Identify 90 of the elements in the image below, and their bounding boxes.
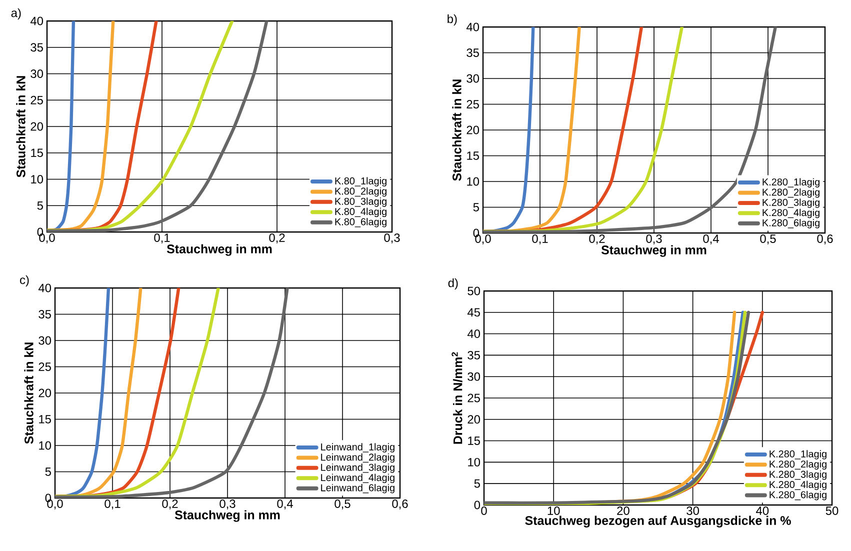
y-tick-label: 30 xyxy=(468,372,480,381)
y-tick-label: 20 xyxy=(38,388,52,398)
y-axis-title: Stauchkraft in kN xyxy=(452,80,462,181)
legend-label: K.280_1lagig xyxy=(770,450,826,460)
y-tick-label: 10 xyxy=(31,175,44,184)
x-tick-label: 0,6 xyxy=(817,234,833,244)
legend-label: K.80_4lagig xyxy=(335,208,386,218)
x-tick-label: 0,1 xyxy=(104,500,120,510)
y-axis-title: Druck in N/mm$^{2}$ xyxy=(452,352,462,444)
x-tick-label: 0,2 xyxy=(589,234,605,244)
x-tick-label: 30 xyxy=(686,506,699,515)
x-tick-label: 20 xyxy=(617,506,630,515)
line-series xyxy=(55,288,289,498)
legend-label: K.80_1lagig xyxy=(335,177,386,186)
x-tick-label: 0,2 xyxy=(269,234,285,244)
x-tick-label: 40 xyxy=(756,506,769,515)
y-tick-label: 15 xyxy=(467,152,479,160)
y-tick-label: 25 xyxy=(30,96,43,104)
y-tick-label: 25 xyxy=(468,394,480,402)
y-tick-label: 25 xyxy=(466,100,479,108)
x-tick-label: 0,3 xyxy=(220,500,236,510)
x-tick-label: 0,6 xyxy=(392,500,408,510)
y-tick-label: 10 xyxy=(468,458,480,466)
x-axis-title: Stauchweg bezogen auf Ausgangsdicke in % xyxy=(525,516,791,528)
line-series xyxy=(47,20,268,232)
y-tick-label: 35 xyxy=(30,43,43,52)
x-axis-title: Stauchweg in mm xyxy=(166,244,272,256)
y-tick-label: 10 xyxy=(467,177,480,186)
y-tick-label: 20 xyxy=(30,122,44,131)
y-tick-label: 30 xyxy=(466,74,480,83)
x-tick-label: 0 xyxy=(481,506,487,515)
legend-label: K.280_6lagig xyxy=(770,490,826,500)
x-tick-label: 0,1 xyxy=(154,234,170,244)
y-tick-label: 40 xyxy=(30,16,44,26)
y-tick-label: 15 xyxy=(31,148,43,158)
y-tick-label: 45 xyxy=(467,308,480,317)
y-tick-label: 5 xyxy=(473,203,479,212)
chart-title: c) xyxy=(20,275,29,286)
y-tick-label: 35 xyxy=(468,350,480,360)
legend-label: Leinwand_2lagig xyxy=(321,453,394,463)
y-tick-label: 20 xyxy=(468,415,480,424)
x-tick-label: 0,5 xyxy=(760,234,776,244)
legend-label: K.280_3lagig xyxy=(770,470,826,480)
legend-label: Leinwand_4lagig xyxy=(321,474,394,484)
x-tick-label: 0,1 xyxy=(532,234,548,244)
legend-label: Leinwand_6lagig xyxy=(321,484,394,494)
legend-label: K.280_6lagig xyxy=(762,219,820,228)
y-tick-label: 15 xyxy=(39,415,51,424)
chart-title: b) xyxy=(448,14,457,26)
x-tick-label: 0,3 xyxy=(384,234,400,244)
legend-label: K.280_2lagig xyxy=(762,188,820,198)
x-tick-label: 0,5 xyxy=(334,500,350,510)
y-axis-title: Stauchkraft in kN xyxy=(16,76,26,178)
x-tick-label: 0,3 xyxy=(646,234,662,244)
x-tick-label: 0,4 xyxy=(703,234,719,244)
y-axis-title: Stauchkraft in kN xyxy=(24,342,34,444)
legend-label: K.280_1lagig xyxy=(762,178,820,188)
chart-title: a) xyxy=(11,8,21,20)
x-tick-label: 0,4 xyxy=(277,500,293,510)
legend-label: K.80_3lagig xyxy=(335,198,386,207)
y-tick-label: 5 xyxy=(45,468,51,476)
x-tick-label: 0,2 xyxy=(162,500,178,510)
x-tick-label: 50 xyxy=(826,506,838,515)
y-tick-label: 5 xyxy=(37,201,43,210)
y-tick-label: 40 xyxy=(38,284,52,292)
y-tick-label: 40 xyxy=(467,330,480,338)
legend-label: K.280_2lagig xyxy=(770,460,826,470)
legend-label: K.80_6lagig xyxy=(335,218,386,228)
line-series xyxy=(55,288,110,498)
legend-label: K.280_4lagig xyxy=(770,480,826,490)
y-tick-label: 30 xyxy=(30,70,44,78)
legend-label: K.80_2lagig xyxy=(335,187,386,197)
y-tick-label: 5 xyxy=(474,479,480,488)
y-tick-label: 35 xyxy=(466,48,479,57)
y-tick-label: 50 xyxy=(468,286,480,296)
legend-label: K.280_4lagig xyxy=(762,208,820,218)
y-tick-label: 35 xyxy=(38,310,51,318)
legend-label: Leinwand_1lagig xyxy=(321,443,394,452)
y-tick-label: 40 xyxy=(466,22,480,32)
x-tick-label: 10 xyxy=(548,506,560,515)
y-tick-label: 20 xyxy=(466,126,480,134)
y-tick-label: 10 xyxy=(39,441,52,450)
y-tick-label: 30 xyxy=(38,336,52,345)
x-axis-title: Stauchweg in mm xyxy=(174,510,280,522)
x-axis-title: Stauchweg in mm xyxy=(601,245,706,257)
y-tick-label: 25 xyxy=(38,362,51,371)
legend-label: Leinwand_3lagig xyxy=(321,464,394,473)
y-tick-label: 15 xyxy=(468,436,480,445)
chart-title: d) xyxy=(448,278,458,290)
legend-label: K.280_3lagig xyxy=(762,198,820,208)
